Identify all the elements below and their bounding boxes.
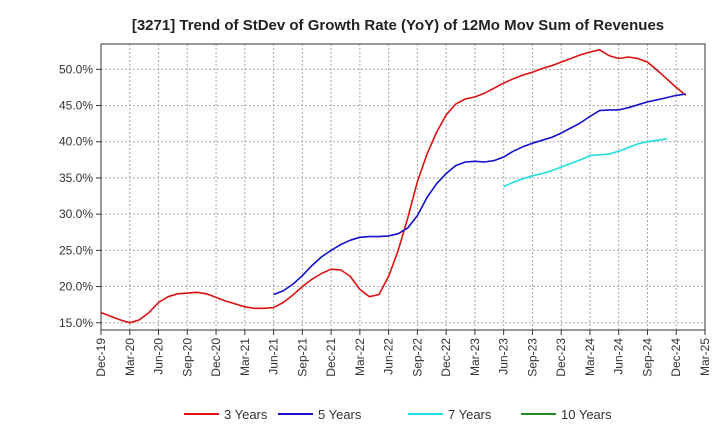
x-tick-label: Dec-24 [669,338,683,377]
x-tick-label: Jun-22 [382,338,396,375]
x-tick-label: Sep-22 [410,338,424,377]
y-tick-label: 40.0% [59,135,93,149]
x-tick-label: Mar-21 [238,338,252,376]
x-tick-label: Mar-22 [353,338,367,376]
x-axis-ticks: Dec-19 Mar-20 Jun-20 Sep-20 Dec-20 Mar-21 Jun-… [94,330,712,377]
plot-area-border [100,43,706,331]
x-tick-label: Dec-21 [324,338,338,377]
x-tick-label: Sep-21 [295,338,309,377]
y-tick-label: 45.0% [59,99,93,113]
legend-label-7-years: 7 Years [448,407,492,422]
x-tick-label: Mar-25 [698,338,712,376]
series-line-5-years [273,93,686,296]
legend-label-10-years: 10 Years [561,407,612,422]
x-tick-label: Sep-23 [525,338,539,377]
x-tick-label: Dec-19 [94,338,108,377]
x-tick-label: Jun-23 [497,338,511,375]
y-tick-label: 15.0% [59,316,93,330]
chart-title: [3271] Trend of StDev of Growth Rate (Yo… [132,17,664,34]
x-tick-label: Mar-24 [583,338,597,376]
x-tick-label: Mar-20 [123,338,137,376]
x-tick-label: Jun-21 [267,338,281,375]
series-line-3-years [100,48,687,324]
grid-lines [100,44,706,330]
y-tick-label: 25.0% [59,243,93,257]
y-tick-label: 50.0% [59,62,93,76]
series-line-7-years [503,138,667,188]
legend-label-5-years: 5 Years [318,407,362,422]
legend: 3 Years 5 Years 7 Years 10 Years [184,407,612,422]
x-tick-label: Jun-20 [152,338,166,375]
x-tick-label: Dec-20 [209,338,223,377]
x-tick-label: Sep-24 [640,338,654,377]
y-tick-label: 20.0% [59,280,93,294]
x-tick-label: Mar-23 [468,338,482,376]
y-tick-label: 35.0% [59,171,93,185]
x-tick-label: Jun-24 [612,338,626,375]
legend-label-3-years: 3 Years [224,407,268,422]
y-tick-label: 30.0% [59,207,93,221]
y-axis-ticks: 15.0% 20.0% 25.0% 30.0% 35.0% 40.0% 45.0% 50.0% [59,62,101,330]
x-tick-label: Sep-20 [180,338,194,377]
x-tick-label: Dec-23 [554,338,568,377]
x-tick-label: Dec-22 [439,338,453,377]
series-lines [100,48,687,324]
